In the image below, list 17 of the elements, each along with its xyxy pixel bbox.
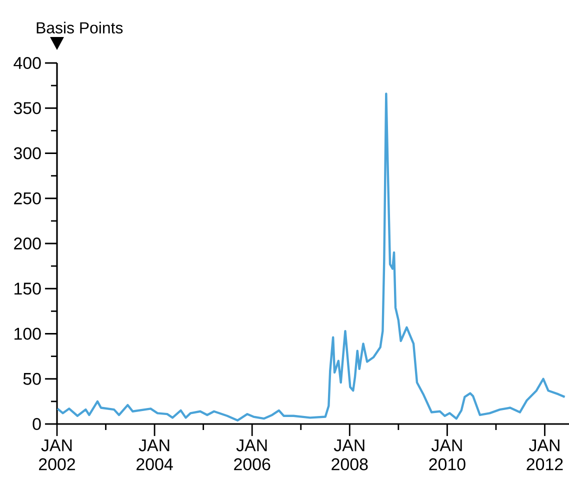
y-tick-label: 350 [14, 102, 41, 114]
x-tick-label: JAN 2004 [136, 440, 173, 470]
y-tick-label: 400 [14, 57, 41, 69]
y-tick-label: 300 [14, 147, 41, 160]
x-tick-label: JAN 2010 [429, 440, 466, 470]
y-tick-label: 100 [14, 328, 41, 340]
y-tick-label: 200 [14, 238, 41, 250]
y-tick-label: 250 [14, 192, 41, 204]
x-tick-label: JAN 2006 [234, 440, 270, 470]
x-tick-label: JAN 2002 [39, 440, 75, 470]
x-tick-label: JAN 2012 [526, 440, 563, 470]
y-tick-label: 0 [32, 418, 41, 430]
line-series [56, 92, 566, 422]
y-tick-label: 50 [23, 372, 41, 385]
y-tick-label: 150 [14, 282, 41, 295]
y-axis-title: Basis Points [36, 22, 123, 34]
x-tick-label: JAN 2008 [332, 440, 368, 470]
